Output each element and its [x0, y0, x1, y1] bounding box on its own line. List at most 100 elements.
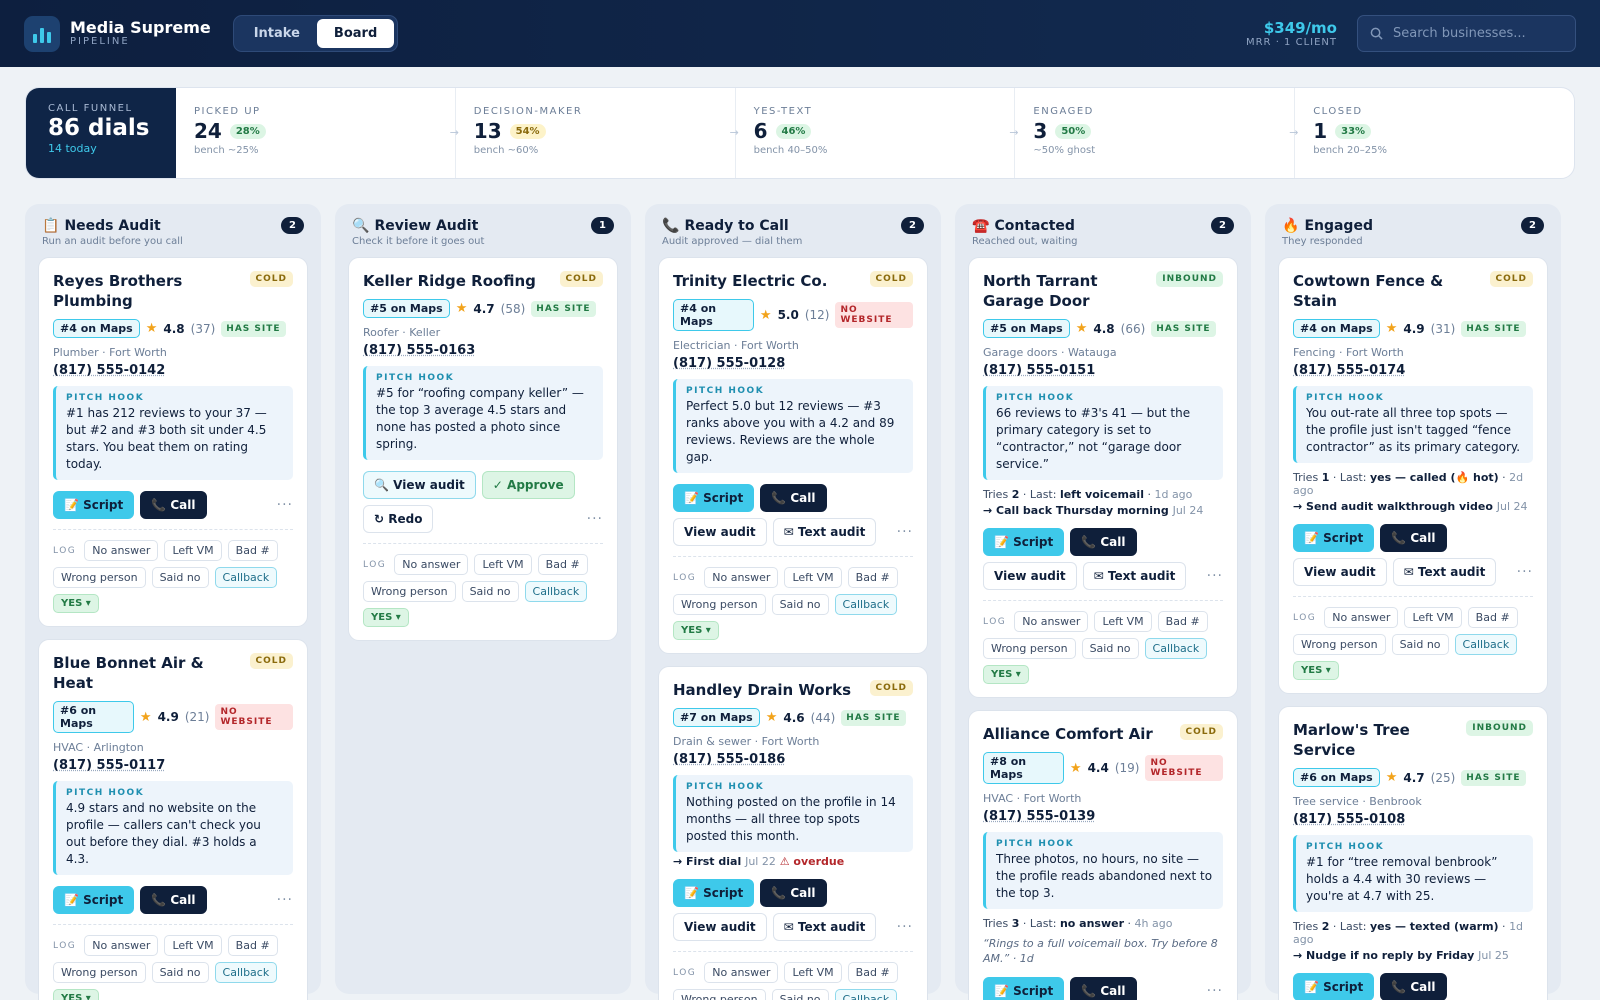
call-button[interactable]: 📞 Call	[1380, 524, 1447, 552]
lead-card[interactable]: Blue Bonnet Air & Heat COLD #6 on Maps ★ 4.9…	[38, 639, 308, 1000]
log-chip[interactable]: Callback	[214, 567, 278, 588]
log-chip[interactable]: Wrong person	[53, 567, 146, 588]
log-chip[interactable]: Said no	[151, 962, 209, 983]
more-options-icon[interactable]: ···	[1516, 564, 1533, 580]
more-options-icon[interactable]: ···	[276, 892, 293, 908]
log-chip[interactable]: Bad #	[227, 540, 278, 561]
more-options-icon[interactable]: ···	[586, 511, 603, 527]
phone-number[interactable]: (817) 555-0108	[1293, 812, 1406, 827]
lead-card[interactable]: Cowtown Fence & Stain COLD #4 on Maps ★ 4.9 (…	[1278, 257, 1548, 694]
log-chip[interactable]: No answer	[84, 540, 159, 561]
yes-chip[interactable]: YES ▾	[363, 608, 409, 627]
log-chip[interactable]: Said no	[771, 594, 829, 615]
call-button[interactable]: 📞 Call	[1070, 528, 1137, 556]
view-audit-button[interactable]: View audit	[673, 518, 767, 546]
log-chip[interactable]: Said no	[1081, 638, 1139, 659]
script-button[interactable]: 📝 Script	[673, 879, 755, 907]
script-button[interactable]: 📝 Script	[983, 977, 1065, 1000]
call-button[interactable]: 📞 Call	[760, 484, 827, 512]
log-chip[interactable]: Wrong person	[673, 594, 766, 615]
lead-card[interactable]: Reyes Brothers Plumbing COLD #4 on Maps ★ 4.…	[38, 257, 308, 627]
log-chip[interactable]: Callback	[834, 594, 898, 615]
log-chip[interactable]: Callback	[1144, 638, 1208, 659]
log-chip[interactable]: No answer	[1324, 607, 1399, 628]
phone-number[interactable]: (817) 555-0117	[53, 758, 166, 773]
log-chip[interactable]: No answer	[394, 554, 469, 575]
script-button[interactable]: 📝 Script	[53, 886, 135, 914]
redo-button[interactable]: ↻ Redo	[363, 505, 434, 533]
log-chip[interactable]: No answer	[704, 567, 779, 588]
text-audit-button[interactable]: ✉ Text audit	[772, 913, 877, 941]
log-chip[interactable]: Bad #	[1467, 607, 1518, 628]
call-button[interactable]: 📞 Call	[1380, 973, 1447, 1000]
lead-card[interactable]: Handley Drain Works COLD #7 on Maps ★ 4.6 (44…	[658, 666, 928, 1000]
call-button[interactable]: 📞 Call	[140, 886, 207, 914]
log-chip[interactable]: Left VM	[1094, 611, 1152, 632]
script-button[interactable]: 📝 Script	[983, 528, 1065, 556]
log-chip[interactable]: No answer	[704, 962, 779, 983]
yes-chip[interactable]: YES ▾	[53, 989, 99, 1000]
more-options-icon[interactable]: ···	[896, 919, 913, 935]
log-chip[interactable]: Wrong person	[363, 581, 456, 602]
lead-card[interactable]: Trinity Electric Co. COLD #4 on Maps ★ 5.0 (1…	[658, 257, 928, 654]
view-audit-button[interactable]: 🔍 View audit	[363, 471, 476, 499]
more-options-icon[interactable]: ···	[896, 524, 913, 540]
lead-card[interactable]: Marlow's Tree Service INBOUND #6 on Maps ★ 4…	[1278, 706, 1548, 1000]
call-button[interactable]: 📞 Call	[760, 879, 827, 907]
log-chip[interactable]: Callback	[524, 581, 588, 602]
script-button[interactable]: 📝 Script	[673, 484, 755, 512]
script-button[interactable]: 📝 Script	[53, 491, 135, 519]
phone-number[interactable]: (817) 555-0128	[673, 356, 786, 371]
text-audit-button[interactable]: ✉ Text audit	[772, 518, 877, 546]
log-chip[interactable]: Left VM	[784, 567, 842, 588]
view-audit-button[interactable]: View audit	[1293, 558, 1387, 586]
phone-number[interactable]: (817) 555-0139	[983, 809, 1096, 824]
log-chip[interactable]: Wrong person	[983, 638, 1076, 659]
log-chip[interactable]: Bad #	[537, 554, 588, 575]
log-chip[interactable]: Callback	[214, 962, 278, 983]
log-chip[interactable]: Wrong person	[673, 989, 766, 1000]
log-chip[interactable]: Bad #	[847, 567, 898, 588]
tab-board[interactable]: Board	[316, 19, 395, 48]
more-options-icon[interactable]: ···	[276, 497, 293, 513]
log-chip[interactable]: Wrong person	[1293, 634, 1386, 655]
lead-card[interactable]: North Tarrant Garage Door INBOUND #5 on Ma…	[968, 257, 1238, 698]
lead-card[interactable]: Alliance Comfort Air COLD #8 on Maps ★ 4.4 (1…	[968, 710, 1238, 1000]
log-chip[interactable]: Said no	[1391, 634, 1449, 655]
yes-chip[interactable]: YES ▾	[1293, 661, 1339, 680]
call-button[interactable]: 📞 Call	[140, 491, 207, 519]
log-chip[interactable]: Bad #	[1157, 611, 1208, 632]
yes-chip[interactable]: YES ▾	[53, 594, 99, 613]
view-audit-button[interactable]: View audit	[983, 562, 1077, 590]
log-chip[interactable]: Said no	[461, 581, 519, 602]
log-chip[interactable]: Bad #	[227, 935, 278, 956]
yes-chip[interactable]: YES ▾	[983, 665, 1029, 684]
log-chip[interactable]: No answer	[84, 935, 159, 956]
log-chip[interactable]: Callback	[1454, 634, 1518, 655]
text-audit-button[interactable]: ✉ Text audit	[1392, 558, 1497, 586]
log-chip[interactable]: Left VM	[474, 554, 532, 575]
log-chip[interactable]: Said no	[151, 567, 209, 588]
view-audit-button[interactable]: View audit	[673, 913, 767, 941]
log-chip[interactable]: Left VM	[784, 962, 842, 983]
log-chip[interactable]: No answer	[1014, 611, 1089, 632]
phone-number[interactable]: (817) 555-0163	[363, 343, 476, 358]
tab-intake[interactable]: Intake	[253, 26, 300, 41]
phone-number[interactable]: (817) 555-0142	[53, 363, 166, 378]
phone-number[interactable]: (817) 555-0174	[1293, 363, 1406, 378]
log-chip[interactable]: Said no	[771, 989, 829, 1000]
phone-number[interactable]: (817) 555-0151	[983, 363, 1096, 378]
more-options-icon[interactable]: ···	[1206, 983, 1223, 999]
log-chip[interactable]: Left VM	[1404, 607, 1462, 628]
log-chip[interactable]: Left VM	[164, 540, 222, 561]
script-button[interactable]: 📝 Script	[1293, 524, 1375, 552]
phone-number[interactable]: (817) 555-0186	[673, 752, 786, 767]
search-box[interactable]	[1357, 15, 1576, 52]
script-button[interactable]: 📝 Script	[1293, 973, 1375, 1000]
yes-chip[interactable]: YES ▾	[673, 621, 719, 640]
lead-card[interactable]: Keller Ridge Roofing COLD #5 on Maps ★ 4.7 (5…	[348, 257, 618, 641]
approve-button[interactable]: ✓ Approve	[481, 471, 575, 499]
call-button[interactable]: 📞 Call	[1070, 977, 1137, 1000]
text-audit-button[interactable]: ✉ Text audit	[1082, 562, 1187, 590]
log-chip[interactable]: Bad #	[847, 962, 898, 983]
